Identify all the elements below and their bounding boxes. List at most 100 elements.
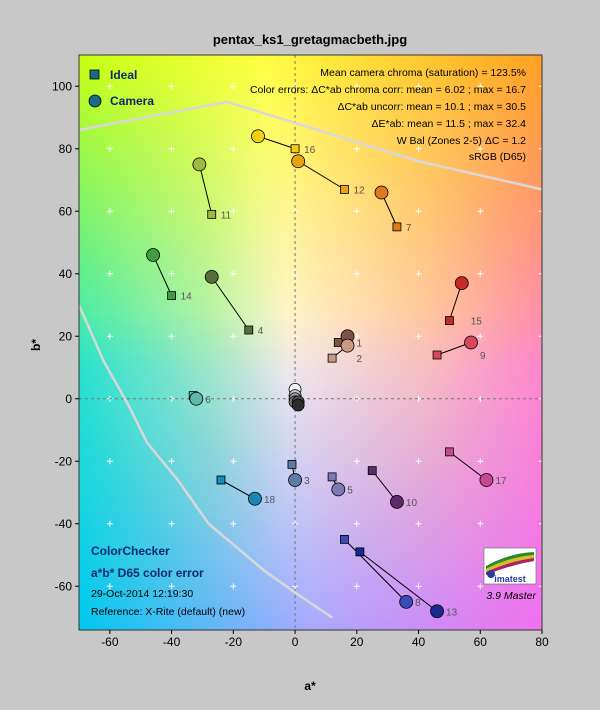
camera-point-13 bbox=[430, 604, 444, 619]
logo-version: 3.9 Master bbox=[486, 590, 536, 602]
plot-frame bbox=[78, 54, 543, 631]
y-tick-label: 40 bbox=[59, 267, 73, 281]
ideal-point-11 bbox=[207, 209, 217, 219]
patch-label-10: 10 bbox=[406, 498, 418, 509]
grid-cross bbox=[353, 458, 360, 465]
grid-cross bbox=[477, 583, 484, 590]
grid-cross bbox=[106, 583, 113, 590]
grid-cross bbox=[353, 145, 360, 152]
ideal-point-3 bbox=[287, 459, 297, 469]
grid-cross bbox=[415, 83, 422, 90]
patch-label-9: 9 bbox=[480, 351, 486, 362]
patch-label-2: 2 bbox=[357, 354, 363, 365]
grid-cross bbox=[106, 333, 113, 340]
grid-cross bbox=[106, 520, 113, 527]
y-tick-label: 80 bbox=[59, 142, 73, 156]
patch-label-13: 13 bbox=[446, 607, 458, 618]
info-line-saturation: Mean camera chroma (saturation) = 123.5% bbox=[320, 67, 526, 79]
grid-cross bbox=[230, 520, 237, 527]
camera-point-16 bbox=[251, 129, 265, 144]
grid-cross bbox=[477, 270, 484, 277]
patch-label-7: 7 bbox=[406, 223, 412, 234]
patch-label-5: 5 bbox=[347, 485, 353, 496]
x-tick-label: -20 bbox=[225, 635, 243, 649]
y-tick-label: 0 bbox=[65, 392, 72, 406]
grid-cross bbox=[539, 458, 542, 465]
info-line-white-balance: W Bal (Zones 2-5) ΔC = 1.2 bbox=[397, 135, 526, 147]
camera-point-5 bbox=[331, 482, 346, 497]
ideal-point-18 bbox=[216, 475, 226, 485]
grid-cross bbox=[415, 333, 422, 340]
legend-camera-label: Camera bbox=[110, 94, 154, 108]
grid-cross bbox=[230, 583, 237, 590]
y-tick-label: -20 bbox=[55, 454, 73, 468]
patch-label-8: 8 bbox=[415, 598, 421, 609]
grid-cross bbox=[230, 145, 237, 152]
gamut-upper-line bbox=[79, 100, 542, 191]
gamut-boundary bbox=[79, 100, 542, 619]
legend: Ideal Camera bbox=[88, 68, 154, 108]
ideal-point-2 bbox=[327, 353, 337, 363]
error-line-17 bbox=[449, 451, 487, 481]
legend-camera-marker bbox=[88, 94, 102, 108]
patch-label-6: 6 bbox=[205, 395, 211, 406]
grid-cross bbox=[539, 520, 542, 527]
logo-stripe-2 bbox=[486, 555, 534, 572]
info-line-chroma-uncorr: ΔC*ab uncorr: mean = 10.1 ; max = 30.5 bbox=[337, 101, 526, 113]
camera-point-8 bbox=[399, 594, 414, 609]
camera-point-4 bbox=[204, 269, 219, 284]
logo-stripes bbox=[486, 552, 534, 569]
grid-cross bbox=[230, 208, 237, 215]
camera-point-3 bbox=[288, 473, 302, 487]
x-tick-label: -60 bbox=[101, 635, 119, 649]
neutral-point-6 bbox=[291, 398, 305, 412]
grid-cross bbox=[230, 333, 237, 340]
grid-cross bbox=[539, 83, 542, 90]
x-tick-label: 60 bbox=[474, 635, 488, 649]
grid-cross bbox=[353, 520, 360, 527]
camera-point-18 bbox=[248, 491, 262, 506]
legend-ideal-label: Ideal bbox=[110, 68, 137, 82]
ideal-point-16 bbox=[290, 144, 300, 154]
grid-cross bbox=[168, 333, 175, 340]
grid-cross bbox=[106, 83, 113, 90]
y-axis-label: b* bbox=[29, 339, 43, 351]
grid bbox=[79, 55, 542, 630]
grid-cross bbox=[415, 145, 422, 152]
x-tick-label: 20 bbox=[350, 635, 364, 649]
grid-cross bbox=[477, 520, 484, 527]
error-line-4 bbox=[211, 276, 250, 331]
error-line-12 bbox=[297, 160, 345, 190]
grid-cross bbox=[353, 583, 360, 590]
error-line-8 bbox=[344, 539, 407, 603]
grid-cross bbox=[539, 333, 542, 340]
y-tick-label: 100 bbox=[52, 79, 72, 93]
grid-cross bbox=[477, 458, 484, 465]
camera-point-17 bbox=[479, 473, 494, 487]
logo-text: imatest bbox=[494, 574, 526, 584]
error-line-13 bbox=[359, 551, 438, 612]
ideal-point-17 bbox=[444, 447, 454, 457]
ideal-point-5 bbox=[327, 472, 337, 482]
grid-cross bbox=[230, 270, 237, 277]
grid-cross bbox=[168, 145, 175, 152]
patch-label-1: 1 bbox=[357, 339, 363, 350]
grid-cross bbox=[230, 83, 237, 90]
camera-point-12 bbox=[291, 154, 306, 169]
legend-ideal-marker bbox=[89, 69, 100, 80]
footer-subtitle: a*b* D65 color error bbox=[91, 566, 204, 580]
axes: -60 -40 -20 0 20 40 60 80 -60 -40 -20 0 20 40 60 80 100 bbox=[52, 79, 549, 649]
grid-cross bbox=[477, 333, 484, 340]
grid-cross bbox=[415, 458, 422, 465]
grid-cross bbox=[106, 458, 113, 465]
ideal-point-15 bbox=[444, 316, 454, 326]
ideal-point-12 bbox=[340, 184, 349, 194]
logo-stripe-3 bbox=[486, 558, 534, 575]
grid-cross bbox=[106, 145, 113, 152]
grid-cross bbox=[539, 583, 542, 590]
grid-cross bbox=[477, 83, 484, 90]
ideal-point-9 bbox=[432, 350, 442, 360]
patch-label-15: 15 bbox=[471, 317, 483, 328]
